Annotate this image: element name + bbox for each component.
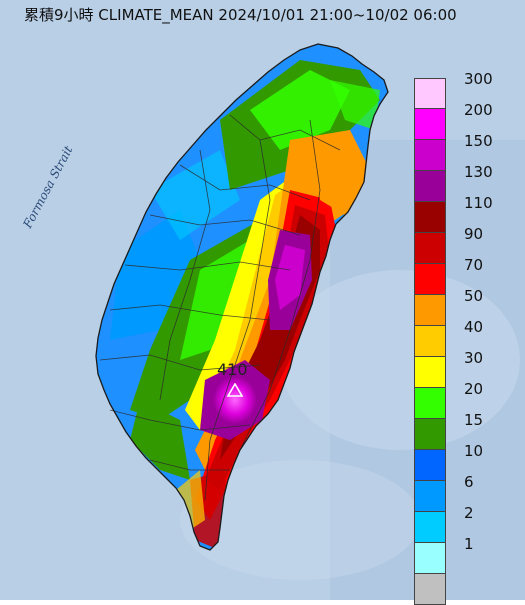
legend-swatch xyxy=(414,512,446,543)
rain-band-20mm xyxy=(330,80,380,130)
legend-label: 300 xyxy=(464,70,493,88)
legend-swatch xyxy=(414,140,446,171)
legend-label: 2 xyxy=(464,504,474,522)
legend-swatch xyxy=(414,574,446,605)
legend-row: 70 xyxy=(414,256,514,295)
legend-label: 40 xyxy=(464,318,484,336)
legend-label: 15 xyxy=(464,411,484,429)
legend-label: 70 xyxy=(464,256,484,274)
legend-label: 90 xyxy=(464,225,484,243)
legend-swatch xyxy=(414,357,446,388)
legend-swatch xyxy=(414,264,446,295)
boundary-lines xyxy=(99,114,341,501)
max-rainfall-triangle-icon xyxy=(227,383,243,397)
rain-band-20mm xyxy=(180,240,250,360)
sea-cloud-texture xyxy=(180,460,420,580)
legend-swatch xyxy=(414,109,446,140)
legend-label: 20 xyxy=(464,380,484,398)
legend-label: 150 xyxy=(464,132,493,150)
legend-swatch xyxy=(414,543,446,574)
legend-row: 200 xyxy=(414,101,514,140)
legend-row: 150 xyxy=(414,132,514,171)
legend-label: 200 xyxy=(464,101,493,119)
legend-label: 130 xyxy=(464,163,493,181)
legend-row: 15 xyxy=(414,411,514,450)
legend-label: 50 xyxy=(464,287,484,305)
legend-row: 50 xyxy=(414,287,514,326)
rain-band-15mm xyxy=(130,400,190,480)
legend-row: 2 xyxy=(414,504,514,543)
legend-row: 40 xyxy=(414,318,514,357)
legend-swatch xyxy=(414,233,446,264)
legend-label: 10 xyxy=(464,442,484,460)
rain-band-150mm xyxy=(275,245,305,310)
legend-row: 110 xyxy=(414,194,514,233)
legend-row: 6 xyxy=(414,473,514,512)
legend-swatch xyxy=(414,202,446,233)
legend-swatch xyxy=(414,295,446,326)
legend-swatch xyxy=(414,326,446,357)
rain-band-20mm xyxy=(250,70,350,150)
legend-row: 300 xyxy=(414,70,514,109)
legend-row: 130 xyxy=(414,163,514,202)
legend-row: 10 xyxy=(414,442,514,481)
max-rainfall-label: 410 xyxy=(217,360,248,379)
legend-swatch xyxy=(414,171,446,202)
rain-band-40mm xyxy=(176,470,205,530)
rain-band-6mm xyxy=(150,150,240,240)
legend-label: 110 xyxy=(464,194,493,212)
legend-swatch xyxy=(414,78,446,109)
rainfall-legend: 300 200 150 130 110 90 70 50 40 30 20 15 10 6 2 1 xyxy=(414,70,514,605)
legend-swatch xyxy=(414,419,446,450)
legend-swatch xyxy=(414,388,446,419)
legend-swatch xyxy=(414,481,446,512)
rain-core-200mm xyxy=(213,376,257,424)
map-title: 累積9小時 CLIMATE_MEAN 2024/10/01 21:00~10/0… xyxy=(24,6,457,24)
legend-row: 20 xyxy=(414,380,514,419)
legend-swatch xyxy=(414,450,446,481)
legend-row: 30 xyxy=(414,349,514,388)
legend-row: 90 xyxy=(414,225,514,264)
legend-label: 30 xyxy=(464,349,484,367)
legend-row: 1 xyxy=(414,535,514,574)
legend-label: 1 xyxy=(464,535,474,553)
legend-label: 6 xyxy=(464,473,474,491)
sea-cloud-texture xyxy=(280,270,520,450)
legend-row xyxy=(414,574,514,605)
rainfall-layers xyxy=(110,60,380,548)
